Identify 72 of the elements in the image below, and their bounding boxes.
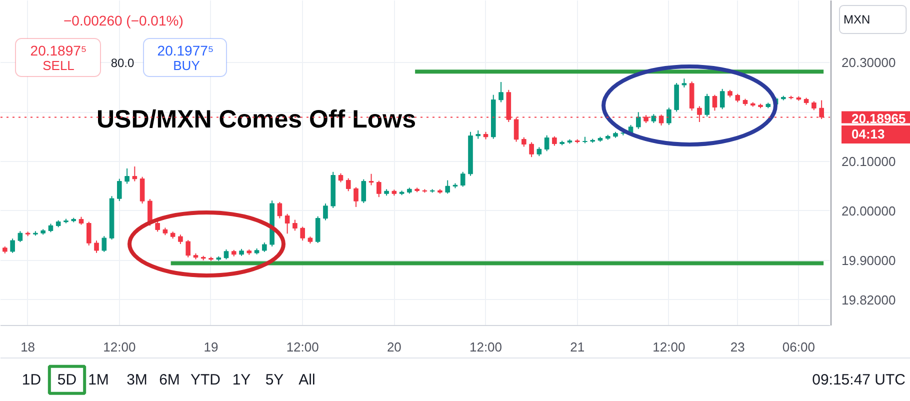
candlestick	[720, 88, 725, 110]
candlestick	[117, 178, 122, 202]
candlestick	[636, 112, 641, 130]
candlestick	[178, 234, 183, 245]
candlestick	[346, 178, 351, 192]
text: 1Y	[232, 371, 251, 388]
annotation: 80.0	[110, 56, 135, 70]
text: USD/MXN Comes Off Lows	[96, 106, 416, 134]
x-tick-label: 12:00	[286, 340, 319, 354]
annotation: 20.1977⁵	[157, 42, 214, 58]
candlestick	[284, 213, 290, 234]
candlestick	[94, 240, 99, 254]
y-tick-label: 20.00000	[842, 203, 896, 218]
candlestick	[498, 81, 504, 103]
text: 1D	[22, 371, 42, 388]
candlestick	[277, 202, 282, 219]
candlestick	[224, 248, 229, 260]
candlestick	[140, 176, 145, 204]
y-tick-label: 20.10000	[842, 154, 896, 170]
candlestick	[376, 180, 382, 198]
candlestick	[704, 93, 710, 118]
annotation: −0.00260 (−0.01%)	[64, 12, 184, 28]
x-tick-label: 12:00	[652, 340, 686, 354]
candlestick	[102, 236, 107, 252]
x-tick-label: 19	[204, 340, 218, 354]
candlestick	[445, 180, 450, 194]
annotation: SELL	[42, 58, 74, 73]
candlestick	[361, 178, 366, 204]
candlestick	[86, 221, 92, 246]
x-tick-label: 23	[730, 340, 745, 354]
x-tick-label: 12:00	[469, 340, 502, 354]
x-tick-label: 06:00	[782, 340, 815, 354]
candlestick	[460, 171, 466, 188]
y-tick-label: 19.82000	[842, 292, 896, 308]
candlestick	[354, 186, 358, 208]
text: YTD	[190, 371, 221, 388]
candlestick	[368, 173, 374, 186]
y-tick-label: 19.90000	[842, 252, 896, 268]
candlestick	[552, 136, 557, 146]
candlestick	[132, 166, 138, 182]
candlestick	[186, 240, 190, 258]
annotation: 20.1897⁵	[30, 42, 87, 58]
candlestick	[300, 226, 305, 242]
text: All	[298, 371, 316, 388]
text: 04:13	[852, 126, 885, 142]
text: 5Y	[265, 371, 284, 388]
x-tick-label: 21	[570, 340, 585, 354]
text: 1M	[88, 371, 109, 388]
candlestick	[155, 220, 160, 232]
annotation: BUY	[173, 58, 200, 73]
candlestick	[315, 216, 320, 244]
text: 3M	[126, 371, 148, 388]
candlestick	[124, 168, 130, 184]
x-tick-label: 18	[20, 340, 36, 354]
x-tick-label: 20	[386, 340, 402, 354]
text: 09:15:47 UTC	[812, 371, 906, 388]
candlestick	[666, 107, 672, 126]
ref-line-label: 20.18965	[852, 111, 906, 126]
candlestick	[529, 142, 534, 158]
y-tick-label: 20.30000	[842, 55, 896, 70]
text: MXN	[844, 12, 870, 26]
candlestick	[18, 230, 23, 243]
text: 6M	[159, 371, 180, 388]
candlestick	[262, 242, 267, 252]
candlestick	[522, 136, 526, 148]
text: 5D	[57, 371, 77, 388]
x-tick-label: 12:00	[103, 340, 136, 354]
candlestick	[10, 238, 15, 254]
candlestick	[712, 94, 718, 112]
candlestick	[292, 219, 298, 232]
candlestick	[544, 134, 550, 152]
candlestick	[323, 203, 328, 221]
